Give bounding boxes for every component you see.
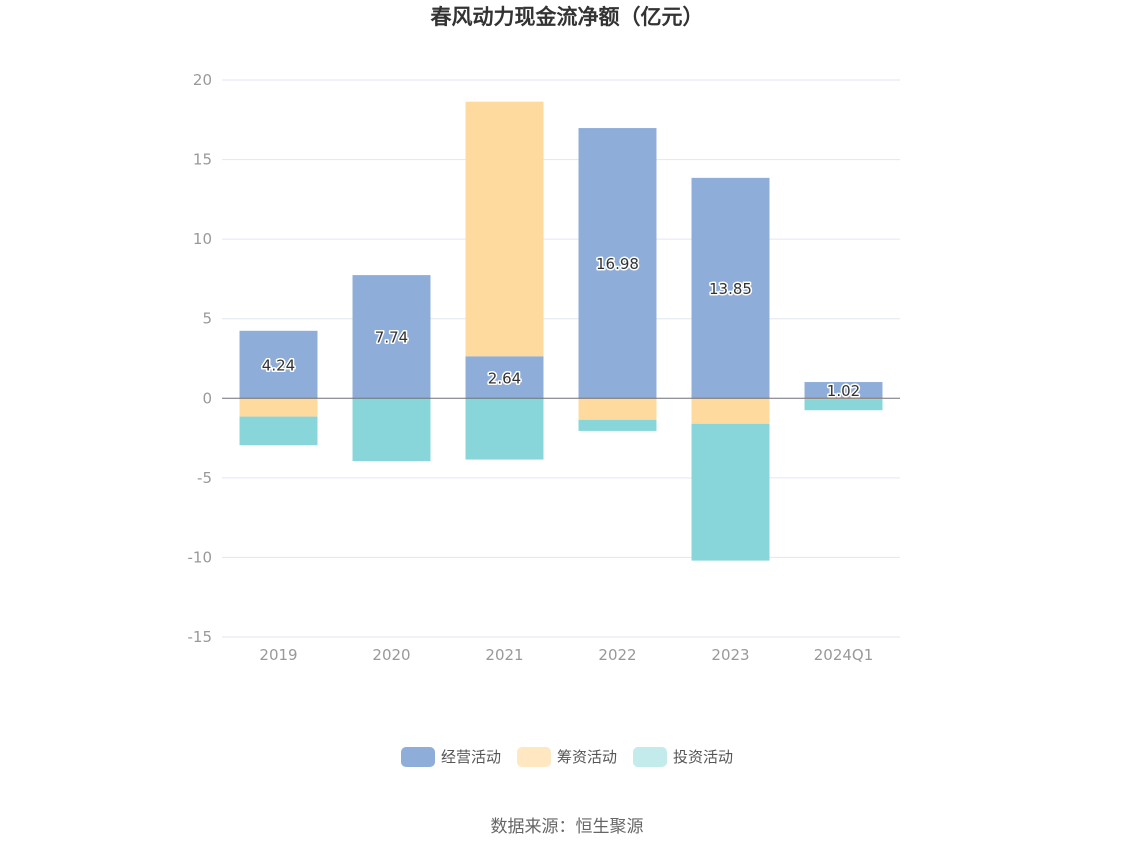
- legend: 经营活动 筹资活动 投资活动: [0, 746, 1134, 767]
- data-label: 1.02: [827, 382, 860, 400]
- grid-lines: [222, 79, 900, 638]
- source-note: 数据来源：恒生聚源: [490, 817, 644, 837]
- bar-financing-2019[interactable]: [239, 398, 318, 417]
- legend-item-operating[interactable]: 经营活动: [400, 746, 501, 767]
- bar-financing-2021[interactable]: [465, 101, 544, 357]
- bar-operating-2019[interactable]: [239, 330, 318, 399]
- data-labels: 4.24 7.74 2.64 16.98 13.85 1.02: [260, 254, 861, 402]
- bar-operating-2020[interactable]: [352, 275, 431, 399]
- legend-label-financing: 筹资活动: [556, 748, 617, 766]
- x-tick-label: 2020: [372, 646, 410, 664]
- y-tick-label: -15: [188, 628, 213, 646]
- bar-operating-2021[interactable]: [465, 356, 544, 399]
- legend-swatch-operating: [400, 746, 435, 767]
- data-label: 2.64: [488, 369, 521, 387]
- y-tick-label: 5: [202, 310, 212, 328]
- legend-item-financing[interactable]: 筹资活动: [516, 746, 617, 767]
- bar-investing-2021[interactable]: [465, 398, 544, 460]
- x-tick-label: 2023: [711, 646, 749, 664]
- x-tick-label: 2019: [259, 646, 297, 664]
- bar-investing-2019[interactable]: [239, 416, 318, 446]
- x-tick-label: 2022: [598, 646, 636, 664]
- legend-swatch-financing: [516, 746, 551, 767]
- bars: [239, 101, 883, 561]
- legend-swatch-investing: [633, 746, 667, 767]
- legend-label-investing: 投资活动: [673, 748, 734, 766]
- y-tick-label: 0: [202, 389, 212, 407]
- y-tick-label: 20: [193, 71, 212, 89]
- bar-operating-2024Q1[interactable]: [804, 382, 883, 399]
- data-label: 16.98: [596, 255, 639, 273]
- x-tick-label: 2021: [485, 646, 523, 664]
- bar-financing-2023[interactable]: [691, 398, 770, 424]
- bar-financing-2022[interactable]: [578, 398, 657, 420]
- bar-investing-2020[interactable]: [352, 398, 431, 462]
- y-axis-labels: -15 -10 -5 0 5 10 15 20: [188, 71, 213, 646]
- data-label: 4.24: [262, 357, 295, 375]
- x-tick-label: 2024Q1: [814, 646, 874, 664]
- y-tick-label: -10: [188, 548, 213, 566]
- chart-title: 春风动力现金流净额（亿元）: [431, 5, 704, 29]
- bar-investing-2022[interactable]: [578, 419, 657, 431]
- bar-investing-2024Q1[interactable]: [804, 399, 883, 411]
- data-label: 13.85: [709, 280, 752, 298]
- data-label: 7.74: [375, 329, 408, 347]
- bar-investing-2023[interactable]: [691, 423, 770, 561]
- y-tick-label: 15: [193, 151, 212, 169]
- x-axis-labels: 2019 2020 2021 2022 2023 2024Q1: [259, 646, 873, 664]
- legend-label-operating: 经营活动: [440, 748, 501, 766]
- legend-item-investing[interactable]: 投资活动: [633, 746, 733, 767]
- bar-operating-2023[interactable]: [691, 177, 770, 399]
- bar-operating-2022[interactable]: [578, 128, 657, 399]
- y-tick-label: -5: [197, 469, 212, 487]
- y-tick-label: 10: [193, 230, 212, 248]
